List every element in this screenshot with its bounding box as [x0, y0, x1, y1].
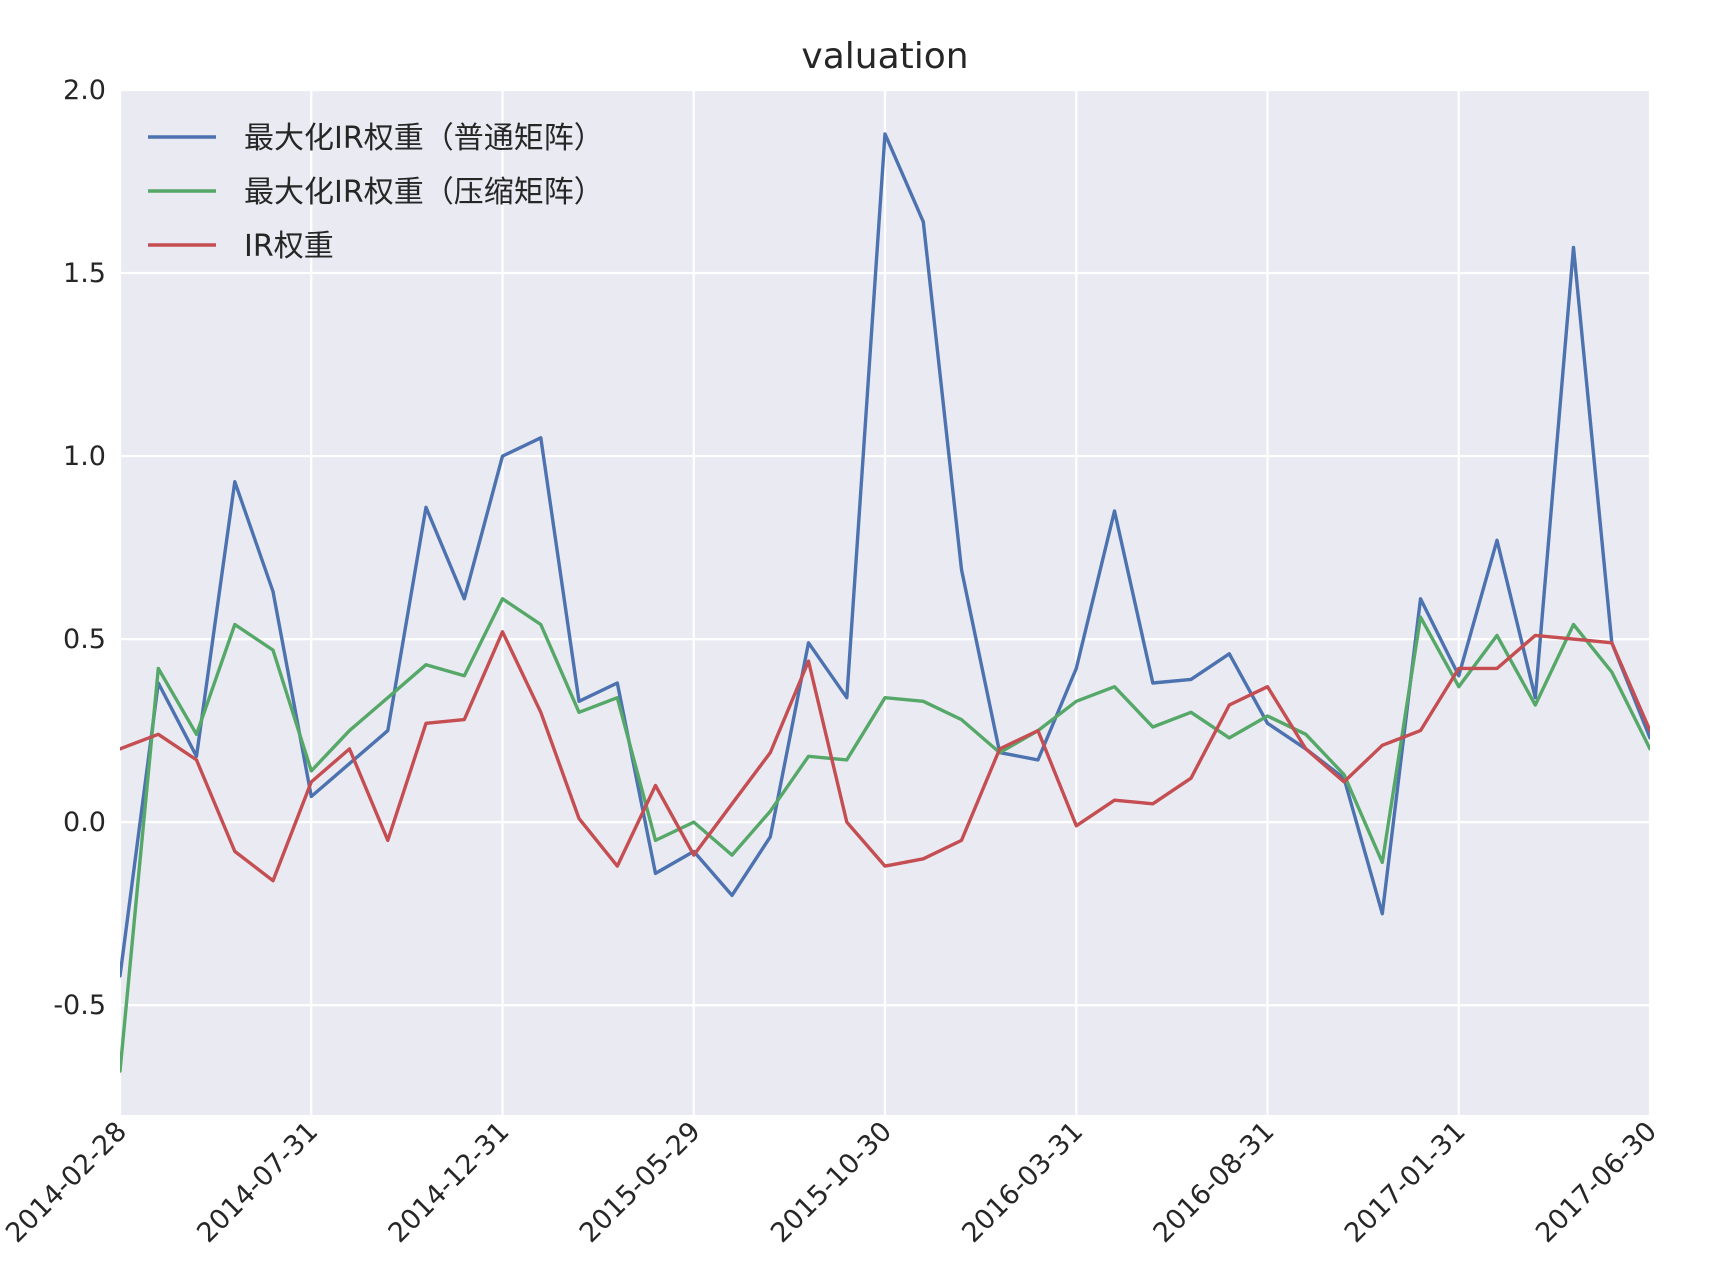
series-line-1 [120, 132, 1650, 978]
series-line-2 [120, 597, 1650, 1073]
legend-label: 最大化IR权重（普通矩阵） [244, 121, 604, 156]
y-tick-label: 0.0 [63, 807, 106, 838]
legend-label: IR权重 [244, 229, 334, 264]
y-axis: -0.5 0.0 0.5 1.0 1.5 2.0 [53, 75, 106, 1021]
y-tick-label: 1.0 [63, 441, 106, 472]
legend: 最大化IR权重（普通矩阵） 最大化IR权重（压缩矩阵） IR权重 [148, 121, 604, 264]
legend-label: 最大化IR权重（压缩矩阵） [244, 175, 604, 210]
y-tick-label: 1.5 [63, 258, 106, 289]
y-tick-label: 2.0 [63, 75, 106, 106]
y-tick-label: -0.5 [53, 990, 106, 1021]
y-tick-label: 0.5 [63, 624, 106, 655]
series-lines [120, 132, 1650, 1073]
grid [118, 88, 1652, 1115]
series-line-3 [120, 630, 1650, 883]
chart-title: valuation [801, 36, 968, 77]
